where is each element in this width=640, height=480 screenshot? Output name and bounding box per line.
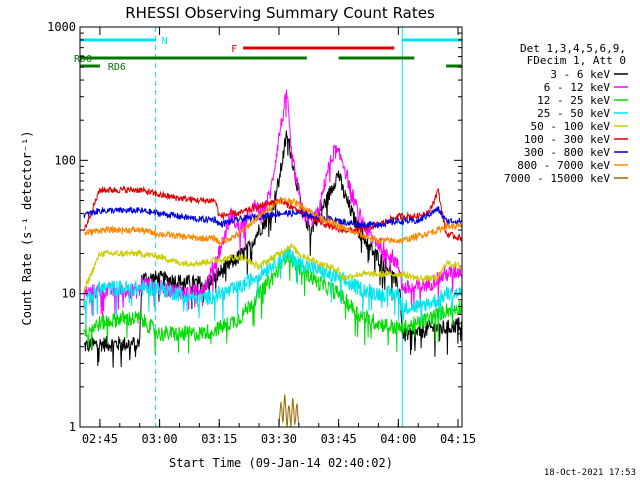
legend-header-1: Det 1,3,4,5,6,9, xyxy=(520,42,626,55)
flag-label-rd0: RD0 xyxy=(74,54,92,65)
x-tick-label-3: 03:30 xyxy=(261,432,297,446)
y-axis-label: Count Rate (s⁻¹ detector⁻¹) xyxy=(20,130,34,325)
x-axis: 02:45 03:00 03:15 03:30 03:45 04:00 04:15 xyxy=(79,27,476,446)
y-tick-label-0: 1 xyxy=(69,420,76,434)
legend-label-6: 300 - 800 keV xyxy=(524,146,610,159)
flag-label-rd6: RD6 xyxy=(108,62,126,73)
flag-label-n: N xyxy=(162,36,168,47)
y-tick-label-2: 100 xyxy=(54,153,76,167)
series-line-4 xyxy=(83,242,462,293)
x-tick-label-0: 02:45 xyxy=(82,432,118,446)
legend-header-2: FDecim 1, Att 0 xyxy=(527,54,626,67)
plot-frame xyxy=(79,26,463,428)
legend-label-4: 50 - 100 keV xyxy=(531,120,611,133)
timestamp: 18-Oct-2021 17:53 xyxy=(544,468,636,478)
x-axis-label: Start Time (09-Jan-14 02:40:02) xyxy=(169,456,393,470)
legend: Det 1,3,4,5,6,9, FDecim 1, Att 0 3 - 6 k… xyxy=(504,42,628,185)
x-tick-label-1: 03:00 xyxy=(142,432,178,446)
legend-label-5: 100 - 300 keV xyxy=(524,133,610,146)
y-tick-label-3: 1000 xyxy=(47,20,76,34)
legend-label-7: 800 - 7000 keV xyxy=(517,159,610,172)
x-tick-label-6: 04:15 xyxy=(440,432,476,446)
chart-title: RHESSI Observing Summary Count Rates xyxy=(125,4,435,22)
series-line-1 xyxy=(83,89,462,318)
x-tick-label-5: 04:00 xyxy=(380,432,416,446)
x-tick-label-4: 03:45 xyxy=(321,432,357,446)
x-tick-label-2: 03:15 xyxy=(201,432,237,446)
series-line-0 xyxy=(83,130,463,368)
series-line-2 xyxy=(83,246,463,355)
plot-area: N F RD0 RD6 xyxy=(74,27,463,428)
legend-label-3: 25 - 50 keV xyxy=(537,107,610,120)
legend-label-0: 3 - 6 keV xyxy=(550,68,610,81)
legend-label-1: 6 - 12 keV xyxy=(544,81,611,94)
series-line-7 xyxy=(83,196,462,247)
flag-label-f: F xyxy=(231,44,237,55)
legend-label-8: 7000 - 15000 keV xyxy=(504,172,610,185)
legend-label-2: 12 - 25 keV xyxy=(537,94,610,107)
y-axis: 1 10 100 1000 xyxy=(47,20,462,434)
series-line-3 xyxy=(83,247,463,325)
series-line-8 xyxy=(278,394,299,428)
y-tick-label-1: 10 xyxy=(62,287,76,301)
series-line-6 xyxy=(83,205,463,229)
